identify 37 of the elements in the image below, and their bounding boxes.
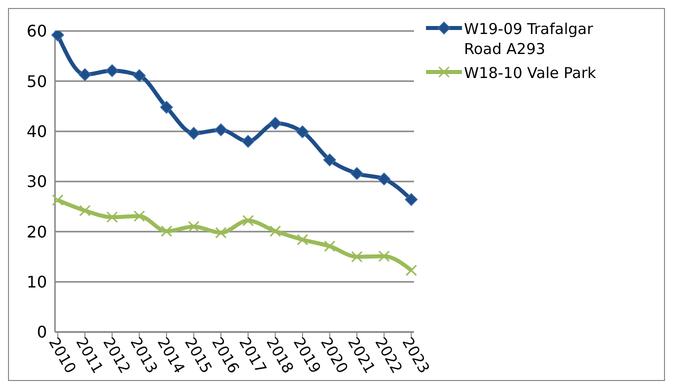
point xyxy=(106,211,118,223)
y-tick-label: 40 xyxy=(26,122,47,142)
point xyxy=(78,68,92,82)
point xyxy=(52,194,64,206)
point xyxy=(323,154,336,166)
point xyxy=(188,220,200,232)
point xyxy=(406,264,418,276)
point xyxy=(296,234,308,246)
point xyxy=(270,225,282,237)
point xyxy=(242,134,254,148)
y-tick-label: 10 xyxy=(26,272,47,292)
point xyxy=(378,250,390,262)
point xyxy=(296,125,309,138)
point xyxy=(351,251,363,262)
point xyxy=(160,100,173,114)
y-tick-label: 20 xyxy=(26,222,47,242)
point xyxy=(106,64,119,78)
point xyxy=(132,69,146,82)
y-tick-label: 60 xyxy=(26,22,47,41)
point xyxy=(324,240,336,252)
point xyxy=(187,126,200,140)
point xyxy=(134,210,146,222)
point xyxy=(160,225,172,237)
point xyxy=(215,226,227,238)
point xyxy=(51,31,64,42)
point xyxy=(214,123,228,136)
y-tick-label: 30 xyxy=(26,172,47,192)
y-tick-label: 0 xyxy=(36,322,47,342)
y-tick-label: 50 xyxy=(26,72,47,91)
legend-label: W18-10 Vale Park xyxy=(464,63,598,83)
legend-label: W19-09 Trafalgar Road A293 xyxy=(464,19,594,59)
point xyxy=(350,167,364,180)
point xyxy=(242,214,254,226)
point xyxy=(268,116,282,130)
point xyxy=(79,204,91,216)
point xyxy=(378,172,390,186)
point xyxy=(404,193,418,206)
